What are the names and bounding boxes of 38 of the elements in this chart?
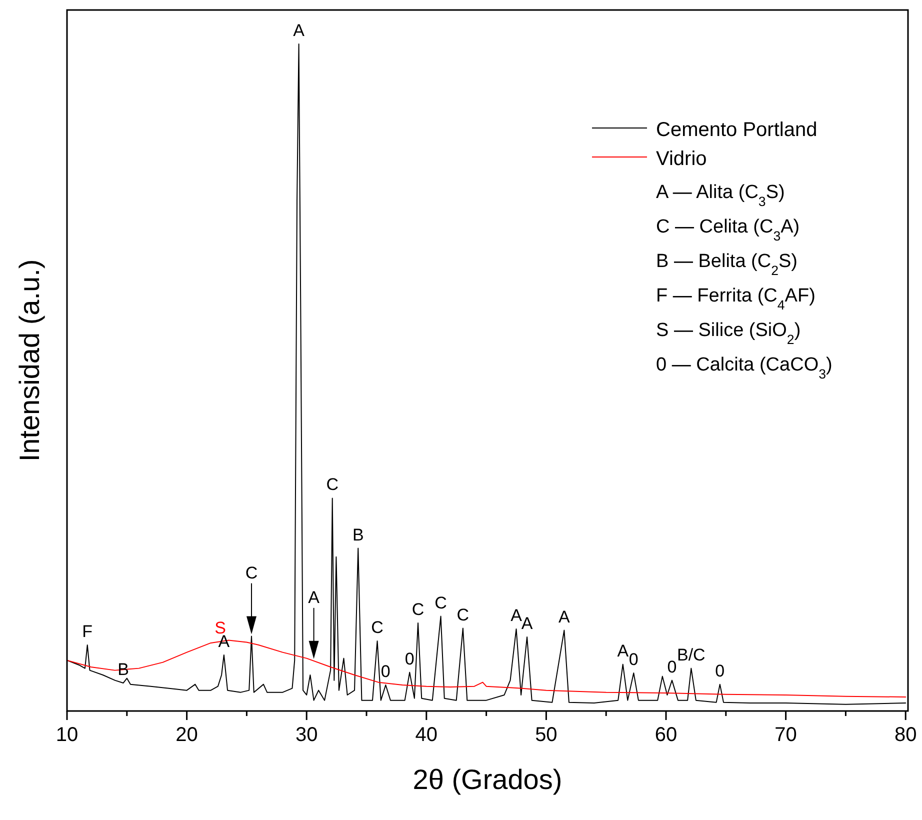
annotation: A (521, 614, 534, 633)
annotation: A — Alita (C$_{3}$S) (656, 182, 785, 208)
annotation: A (293, 21, 306, 40)
x-tick-label: 20 (176, 724, 198, 746)
annotation: A (558, 607, 570, 626)
annotation: F (82, 622, 93, 641)
x-tick-label: 30 (295, 724, 318, 746)
annotation: A (308, 588, 320, 607)
x-axis-title: 2θ (Grados) (412, 764, 562, 795)
x-tick-label: 60 (654, 724, 678, 746)
x-tick-label: 40 (415, 724, 438, 746)
annotation: S — Silice (SiO$_{2}$) (656, 320, 801, 346)
x-tick-label: 70 (774, 724, 797, 746)
annotation: C (434, 593, 447, 612)
annotation: C (371, 618, 384, 637)
annotation: B/C (676, 645, 706, 664)
annotation: C — Celita (C$_{3}$A) (656, 216, 800, 243)
annotation: 0 (380, 662, 390, 681)
annotation: 0 — Calcita (CaCO$_{3}$) (656, 354, 832, 381)
y-axis-title: Intensidad (a.u.) (14, 259, 45, 462)
annotation: 0 (404, 649, 414, 668)
annotation: C (245, 563, 258, 582)
annotation: B — Belita (C$_{2}$S) (656, 251, 798, 278)
legend-label: Cemento Portland (656, 119, 818, 141)
annotation: C (326, 475, 338, 494)
annotation: C (412, 600, 424, 619)
x-tick-label: 80 (894, 724, 917, 746)
annotation: B (352, 525, 364, 544)
x-tick-label: 10 (56, 724, 78, 746)
annotation: F — Ferrita (C$_{4}$AF) (656, 286, 816, 312)
annotation: 0 (628, 650, 638, 669)
legend-label: Vidrio (656, 148, 707, 170)
x-tick-label: 50 (535, 724, 558, 746)
annotation: 0 (715, 661, 725, 680)
annotation: C (456, 605, 470, 624)
annotation: A (510, 606, 523, 625)
annotation: 0 (667, 657, 677, 676)
annotation: A (617, 641, 630, 660)
